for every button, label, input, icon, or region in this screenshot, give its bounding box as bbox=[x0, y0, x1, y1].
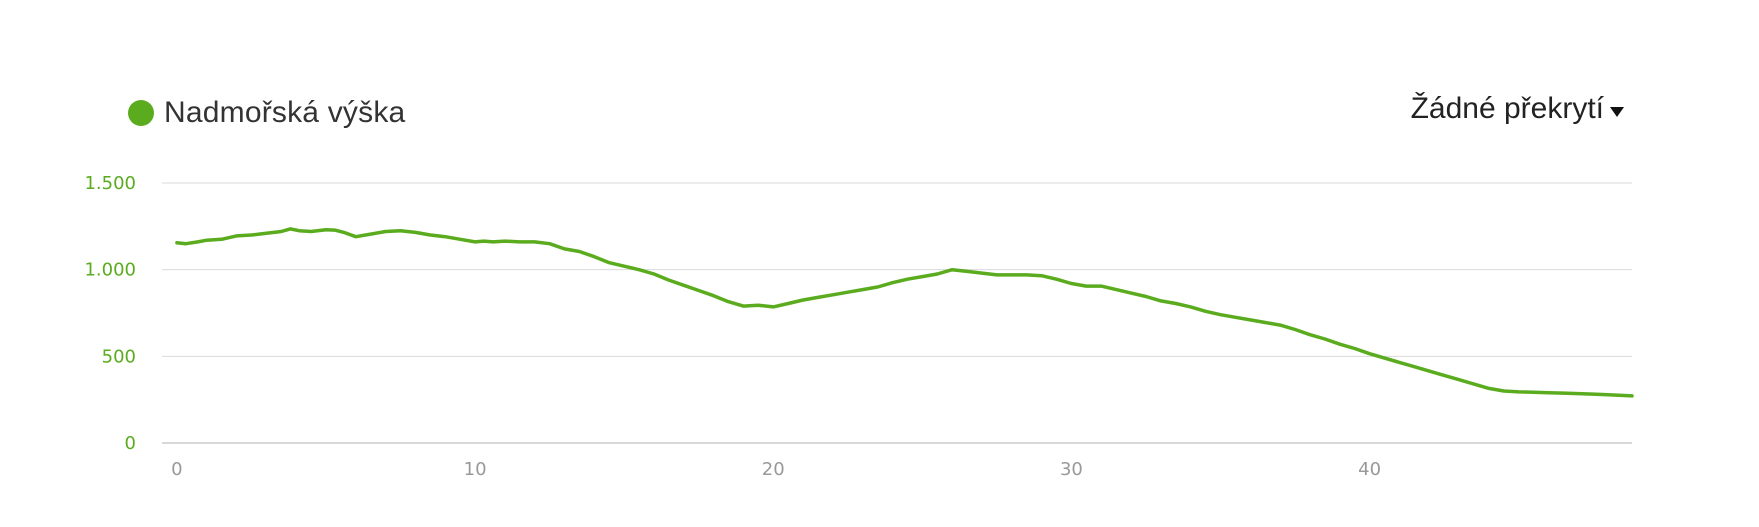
caret-down-icon bbox=[1610, 107, 1624, 117]
x-tick-label: 30 bbox=[1060, 459, 1083, 480]
x-tick-label: 10 bbox=[464, 459, 487, 480]
elevation-line bbox=[175, 227, 1634, 398]
y-tick-label: 1.500 bbox=[84, 173, 136, 194]
y-tick-label: 1.000 bbox=[84, 260, 136, 281]
y-tick-label: 500 bbox=[102, 346, 136, 367]
x-tick-label: 40 bbox=[1358, 459, 1381, 480]
x-axis-ticks: 0 10 20 30 40 bbox=[171, 459, 1381, 480]
grid-lines bbox=[162, 182, 1632, 444]
y-axis-ticks: 0 500 1.000 1.500 bbox=[84, 173, 136, 454]
x-tick-label: 20 bbox=[762, 459, 785, 480]
overlay-dropdown[interactable]: Žádné překrytí bbox=[1411, 92, 1624, 126]
chart-legend[interactable]: Nadmořská výška bbox=[128, 96, 405, 130]
y-tick-label: 0 bbox=[125, 433, 136, 454]
overlay-dropdown-label: Žádné překrytí bbox=[1410, 92, 1604, 125]
x-tick-label: 0 bbox=[171, 459, 182, 480]
legend-series-label: Nadmořská výška bbox=[164, 96, 406, 129]
legend-series-marker bbox=[128, 100, 154, 126]
